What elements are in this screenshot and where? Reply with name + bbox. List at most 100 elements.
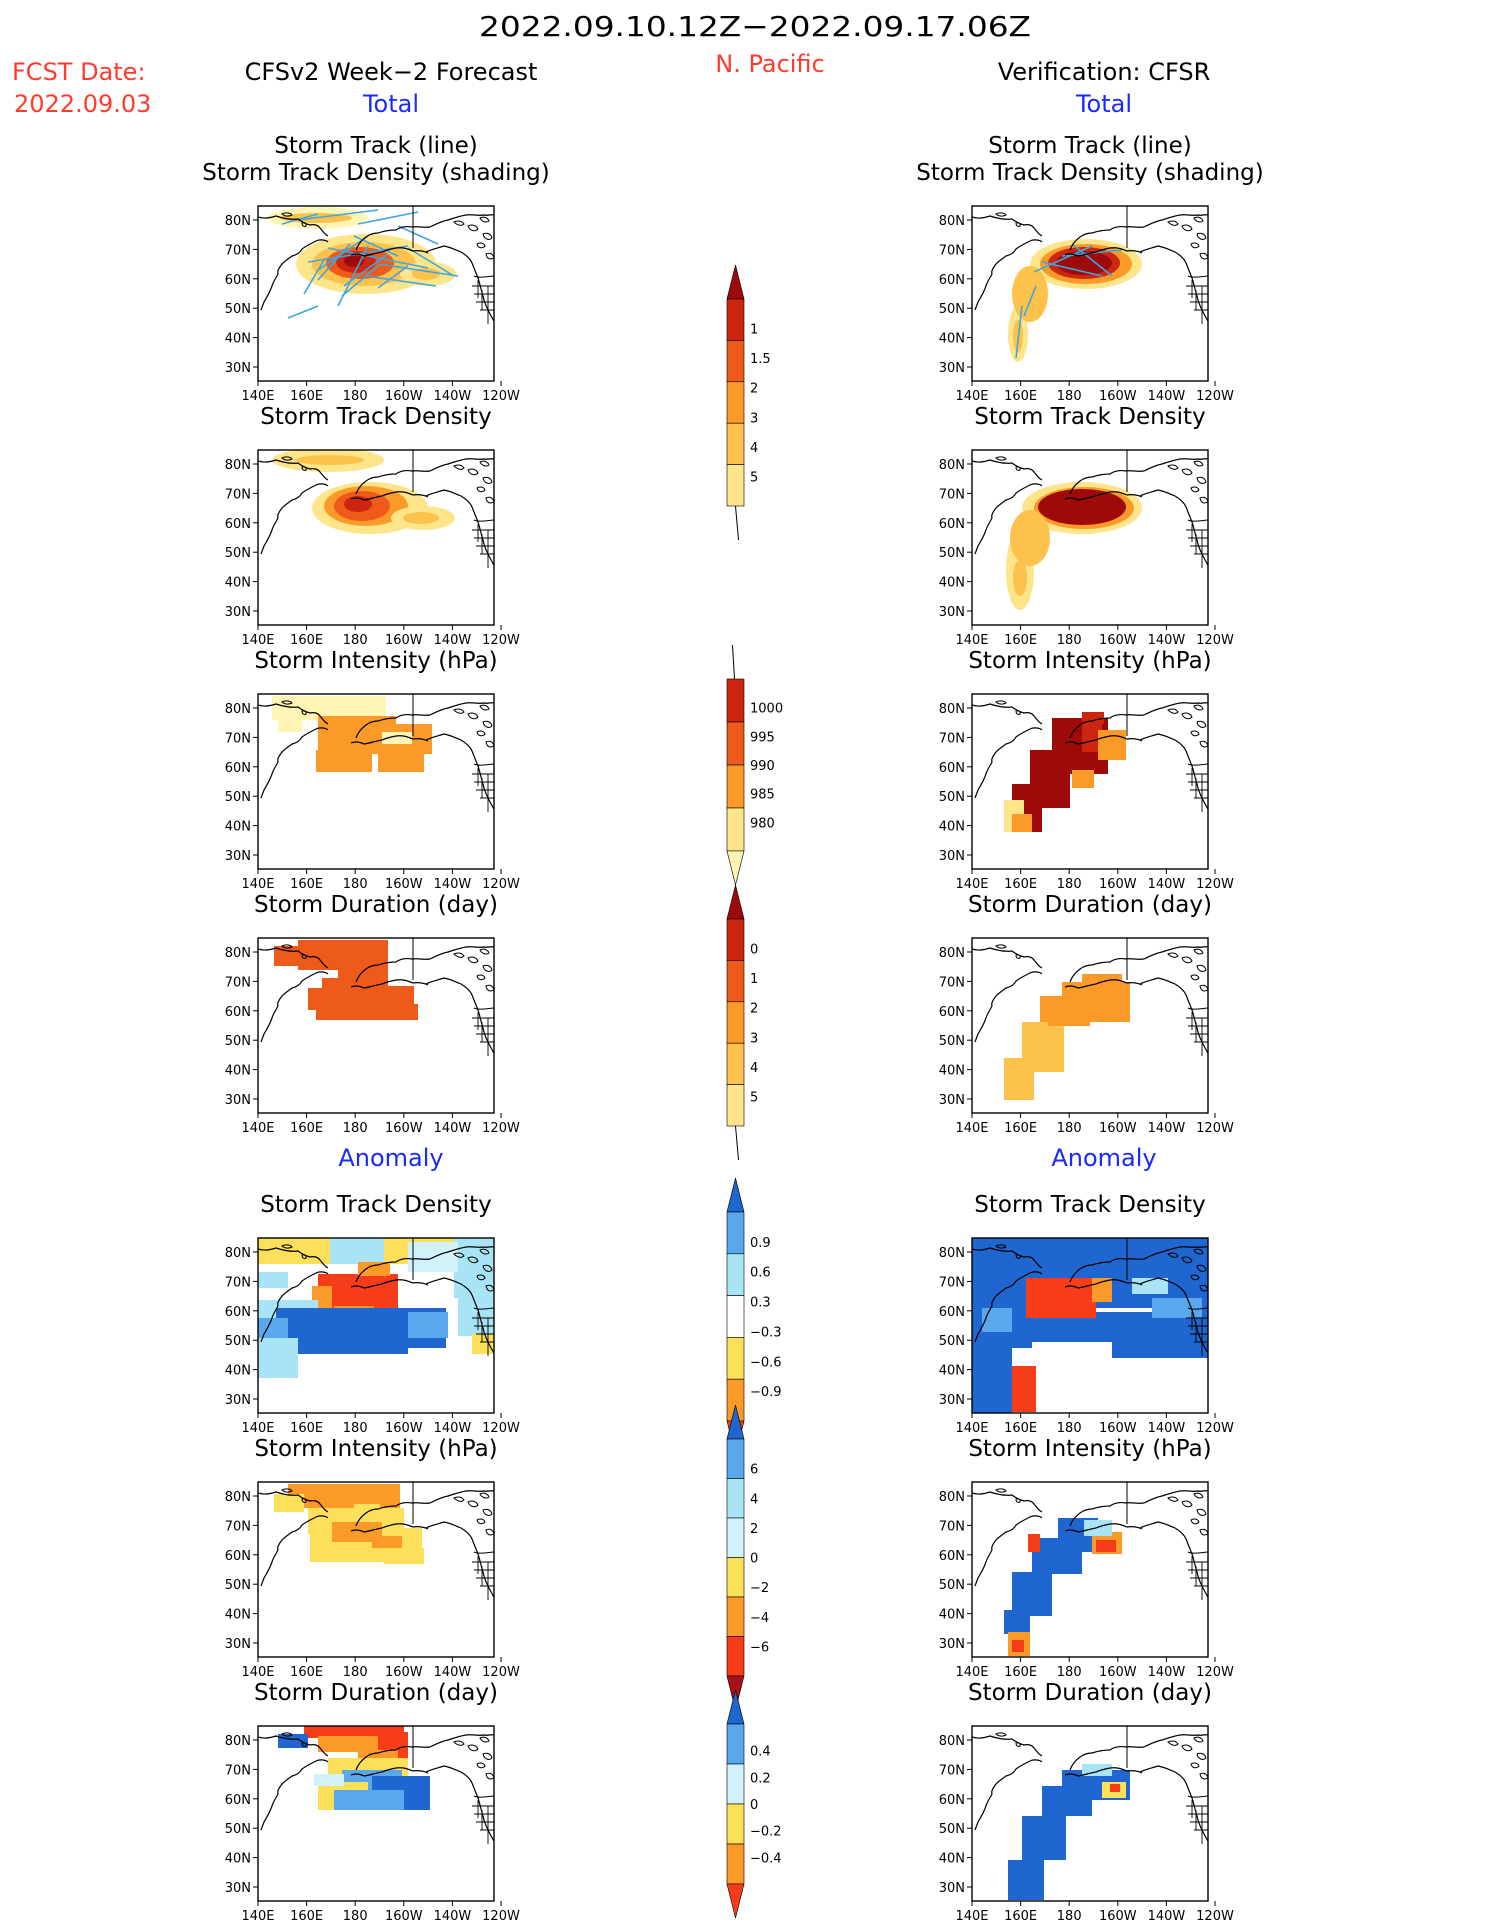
lat-tick-label: 30N [225, 1881, 251, 1896]
lat-tick-label: 70N [939, 975, 965, 990]
colorbar-label: 6 [750, 1463, 758, 1478]
colorbar-label: 0.9 [750, 1236, 771, 1251]
lat-tick-label: 80N [939, 1246, 965, 1261]
lon-tick-label: 140W [434, 1121, 472, 1136]
lon-tick-label: 160W [385, 877, 423, 892]
lon-tick-label: 160W [385, 1421, 423, 1436]
colorbar-label: 4 [750, 1492, 758, 1507]
lon-tick-label: 120W [482, 633, 520, 648]
lon-tick-label: 120W [1196, 1665, 1234, 1680]
lat-tick-label: 30N [225, 1637, 251, 1652]
colorbar-label: −2 [750, 1581, 769, 1596]
lat-tick-label: 70N [225, 243, 251, 258]
lat-tick-label: 50N [939, 1822, 965, 1837]
colorbar-label: 0.3 [750, 1296, 771, 1311]
shading-field [272, 450, 455, 534]
map-frame [971, 693, 1209, 870]
duration-verification-panel: Storm Duration (day) 80N 70N 60N 50N 40N 30N 14… [939, 892, 1234, 1136]
lat-tick-label: 70N [225, 1519, 251, 1534]
intensity-forecast-panel: Storm Intensity (hPa) 80N 70N 60N 50N 40N 30N 1… [225, 648, 520, 892]
panel-subtitle: Storm Track Density (shading) [202, 160, 549, 186]
map-frame [257, 1237, 495, 1414]
lat-tick-label: 60N [225, 1549, 251, 1564]
lat-tick-label: 50N [939, 302, 965, 317]
colorbar-label: −0.3 [750, 1325, 782, 1340]
panel-title: Storm Track Density [974, 1192, 1205, 1218]
colorbar-label: 1.5 [750, 352, 771, 367]
map-frame [971, 1237, 1209, 1414]
lat-tick-label: 80N [225, 1246, 251, 1261]
lon-tick-label: 160E [1004, 389, 1037, 404]
intensity-verification-panel: Storm Intensity (hPa) 80N 70N 60N 50N 40N 30N 1… [939, 648, 1234, 892]
lon-tick-label: 140W [434, 1421, 472, 1436]
colorbar-label: 4 [750, 1061, 758, 1076]
anom-duration-verification-panel: Storm Duration (day) 80N 70N 60N 50N 40N 30N 14… [939, 1680, 1234, 1924]
lat-tick-label: 40N [225, 1064, 251, 1079]
lat-tick-label: 30N [939, 1881, 965, 1896]
lon-tick-label: 180 [343, 1909, 368, 1924]
fcst-date-value: 2022.09.03 [14, 90, 151, 118]
lon-tick-label: 160W [1099, 1121, 1137, 1136]
lat-tick-label: 60N [939, 1793, 965, 1808]
panel-title: Storm Intensity (hPa) [254, 648, 497, 674]
lon-tick-label: 120W [482, 877, 520, 892]
lon-tick-label: 160E [1004, 1421, 1037, 1436]
lon-tick-label: 140W [1148, 633, 1186, 648]
panel-title: Storm Duration (day) [968, 1680, 1212, 1706]
lat-tick-label: 60N [939, 1305, 965, 1320]
lon-tick-label: 140E [241, 877, 274, 892]
lon-tick-label: 180 [1057, 1421, 1082, 1436]
panel-subtitle: Storm Track Density (shading) [916, 160, 1263, 186]
shading-field [1004, 974, 1130, 1100]
lon-tick-label: 140W [1148, 1909, 1186, 1924]
map-frame [257, 937, 495, 1114]
lat-tick-label: 40N [939, 1608, 965, 1623]
lon-tick-label: 120W [482, 1421, 520, 1436]
lon-tick-label: 140E [955, 1909, 988, 1924]
map-frame [257, 693, 495, 870]
colorbar-label: 0.6 [750, 1266, 771, 1281]
colorbar-label: −0.6 [750, 1355, 782, 1370]
region-title: N. Pacific [715, 50, 825, 78]
lon-tick-label: 120W [1196, 633, 1234, 648]
lon-tick-label: 160E [290, 1665, 323, 1680]
colorbar-label: 0 [750, 1552, 758, 1567]
lat-tick-label: 60N [939, 761, 965, 776]
colorbar-label: 1 [750, 323, 758, 338]
lon-tick-label: 180 [1057, 633, 1082, 648]
lon-tick-label: 160E [290, 1909, 323, 1924]
lon-tick-label: 180 [343, 389, 368, 404]
lat-tick-label: 70N [939, 1519, 965, 1534]
lat-tick-label: 80N [939, 214, 965, 229]
shading-field [1004, 712, 1126, 832]
colorbar-label: 990 [750, 759, 775, 774]
colorbar-label: 2 [750, 1522, 758, 1537]
lat-tick-label: 60N [225, 761, 251, 776]
lon-tick-label: 140E [241, 1421, 274, 1436]
map-frame [257, 205, 495, 382]
panel-title: Storm Intensity (hPa) [968, 1436, 1211, 1462]
lat-tick-label: 80N [225, 946, 251, 961]
colorbar-label: 0.2 [750, 1771, 771, 1786]
shading-field [278, 1726, 430, 1810]
lat-tick-label: 60N [225, 1005, 251, 1020]
lat-tick-label: 50N [225, 546, 251, 561]
lat-tick-label: 40N [939, 1852, 965, 1867]
lat-tick-label: 50N [939, 790, 965, 805]
total-label-right: Total [1075, 90, 1132, 118]
colorbar-label: 0.4 [750, 1745, 771, 1760]
anomaly-label-left: Anomaly [338, 1144, 443, 1172]
lon-tick-label: 160E [290, 1421, 323, 1436]
anomaly-label-right: Anomaly [1051, 1144, 1156, 1172]
lon-tick-label: 140E [955, 877, 988, 892]
lat-tick-label: 30N [225, 361, 251, 376]
lon-tick-label: 140E [955, 1421, 988, 1436]
panel-title: Storm Intensity (hPa) [254, 1436, 497, 1462]
colorbar-label: 2 [750, 382, 758, 397]
lon-tick-label: 160W [1099, 877, 1137, 892]
lon-tick-label: 120W [1196, 389, 1234, 404]
panel-title: Storm Track (line) [274, 133, 477, 159]
lon-tick-label: 180 [343, 877, 368, 892]
lat-tick-label: 80N [939, 946, 965, 961]
